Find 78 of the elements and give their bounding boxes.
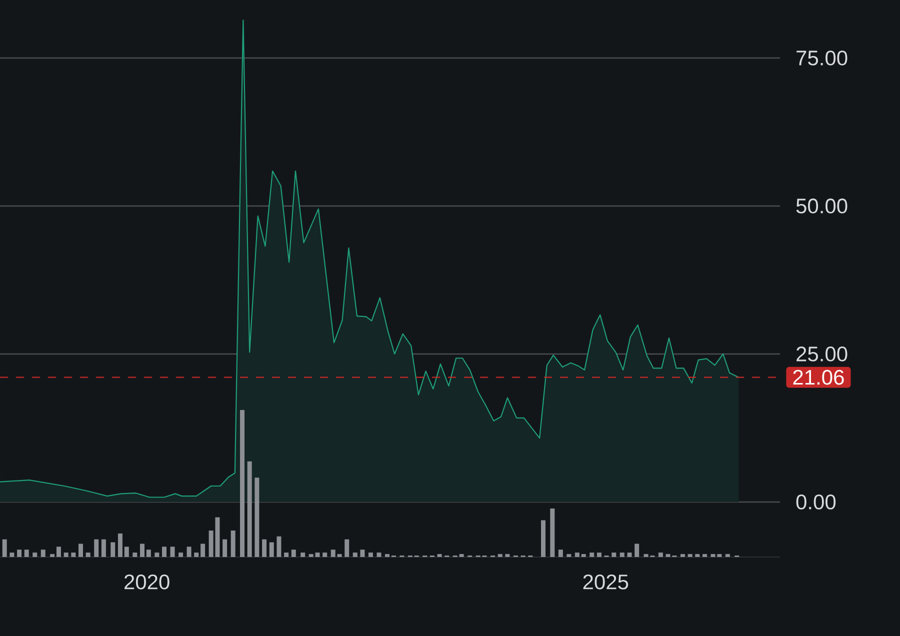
bar <box>459 554 464 557</box>
bar <box>300 552 306 557</box>
bar <box>64 552 68 557</box>
bar <box>376 552 382 557</box>
bar <box>17 550 22 557</box>
bar <box>269 542 274 557</box>
bar <box>344 539 350 557</box>
bar <box>194 552 199 557</box>
bar <box>101 539 106 557</box>
bar <box>337 554 342 557</box>
bar <box>247 461 252 557</box>
bar <box>725 554 730 557</box>
bar <box>352 552 358 557</box>
bar <box>596 552 602 557</box>
bar <box>695 554 700 557</box>
bar <box>330 550 336 557</box>
bar <box>154 552 160 557</box>
x-tick-label: 2020 <box>124 574 170 590</box>
bar <box>124 546 129 557</box>
bar <box>291 550 296 557</box>
bar <box>276 536 282 557</box>
y-tick-label: 75.00 <box>796 50 848 66</box>
bar <box>574 552 580 557</box>
bar <box>230 530 236 557</box>
y-tick-label: 25.00 <box>796 346 848 362</box>
bar <box>2 539 7 557</box>
bar <box>86 552 90 557</box>
bar <box>688 554 692 557</box>
bar <box>110 542 116 557</box>
bar <box>437 554 442 557</box>
bar <box>186 546 192 557</box>
bar <box>56 546 61 557</box>
bar <box>284 552 289 557</box>
x-tick-label: 2025 <box>583 574 628 590</box>
bar <box>634 544 640 557</box>
bar <box>240 410 245 557</box>
bar <box>505 554 510 557</box>
bar <box>32 552 38 557</box>
bar <box>178 552 184 557</box>
bar <box>315 552 320 557</box>
bar <box>132 552 138 557</box>
bar <box>118 533 122 557</box>
bar <box>384 554 390 557</box>
y-tick-label: 50.00 <box>796 198 848 214</box>
bar <box>360 550 365 557</box>
bar <box>162 546 167 557</box>
bar <box>612 552 616 557</box>
bar <box>368 552 373 557</box>
bar <box>627 552 632 557</box>
bar <box>78 544 84 557</box>
bar <box>590 552 594 557</box>
bar <box>40 550 46 557</box>
bar <box>322 552 328 557</box>
bar <box>50 554 55 557</box>
y-tick-label: 0.00 <box>796 494 836 510</box>
bar <box>581 554 586 557</box>
bar <box>146 550 151 557</box>
bar <box>702 554 707 557</box>
bar <box>540 520 546 557</box>
bar <box>658 552 663 557</box>
bar <box>620 552 624 557</box>
bar <box>558 550 563 557</box>
bar <box>550 508 555 557</box>
bar <box>498 554 502 557</box>
bar <box>200 544 206 557</box>
bar <box>10 552 14 557</box>
bar <box>566 554 572 557</box>
bar <box>222 539 228 557</box>
bar <box>24 550 29 557</box>
bar <box>170 546 175 557</box>
bar <box>71 552 76 557</box>
bar <box>140 544 144 557</box>
bar <box>680 554 685 557</box>
bar <box>254 478 260 557</box>
ref-line-label: 21.06 <box>793 370 844 385</box>
bar <box>94 539 99 557</box>
bar <box>262 539 267 557</box>
bar <box>308 554 314 557</box>
